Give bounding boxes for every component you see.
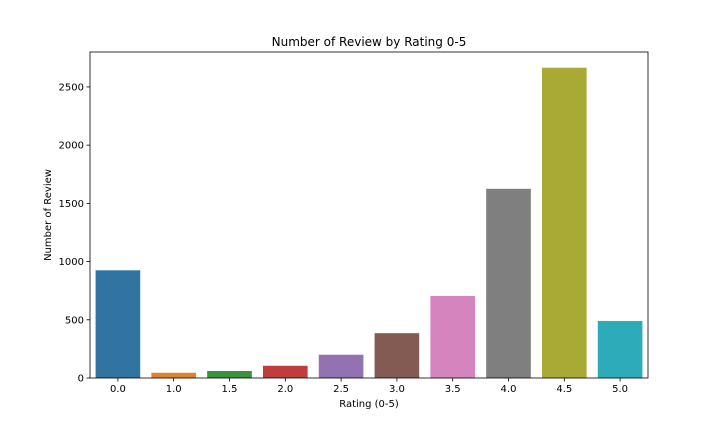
x-tick-label: 3.0 xyxy=(389,384,405,395)
x-tick-label: 5.0 xyxy=(612,384,628,395)
y-tick-label: 0 xyxy=(78,374,84,385)
y-tick-label: 1500 xyxy=(59,199,84,210)
bar-0.0 xyxy=(95,270,141,378)
x-tick-label: 4.0 xyxy=(501,384,517,395)
bar-2.0 xyxy=(262,365,308,378)
plot-frame xyxy=(89,51,649,379)
x-tick-label: 1.5 xyxy=(222,384,238,395)
y-axis-ticks: 0 500 1000 1500 2000 2500 xyxy=(59,82,90,385)
x-tick-label: 1.0 xyxy=(166,384,182,395)
y-tick-label: 2500 xyxy=(59,82,84,93)
bars-group xyxy=(95,67,643,378)
bar-2.5 xyxy=(318,354,364,378)
chart-title: Number of Review by Rating 0-5 xyxy=(272,35,467,49)
x-axis-ticks: 0.0 1.0 1.5 2.0 2.5 3.0 3.5 4.0 4.5 5.0 xyxy=(110,378,628,395)
y-tick-label: 2000 xyxy=(59,141,84,152)
y-tick-label: 1000 xyxy=(59,257,84,268)
x-tick-label: 2.0 xyxy=(277,384,293,395)
y-axis-title: Number of Review xyxy=(43,169,54,261)
bar-3.5 xyxy=(430,295,476,378)
bar-5.0 xyxy=(597,320,643,378)
bar-1.0 xyxy=(151,372,197,378)
bar-1.5 xyxy=(207,371,252,378)
x-tick-label: 3.5 xyxy=(445,384,461,395)
x-tick-label: 2.5 xyxy=(333,384,349,395)
x-axis-title: Rating (0-5) xyxy=(339,399,399,410)
bar-3.0 xyxy=(374,333,420,378)
y-tick-label: 500 xyxy=(65,315,84,326)
x-tick-label: 0.0 xyxy=(110,384,126,395)
bar-4.5 xyxy=(541,67,587,378)
x-tick-label: 4.5 xyxy=(556,384,572,395)
bar-4.0 xyxy=(486,188,531,378)
